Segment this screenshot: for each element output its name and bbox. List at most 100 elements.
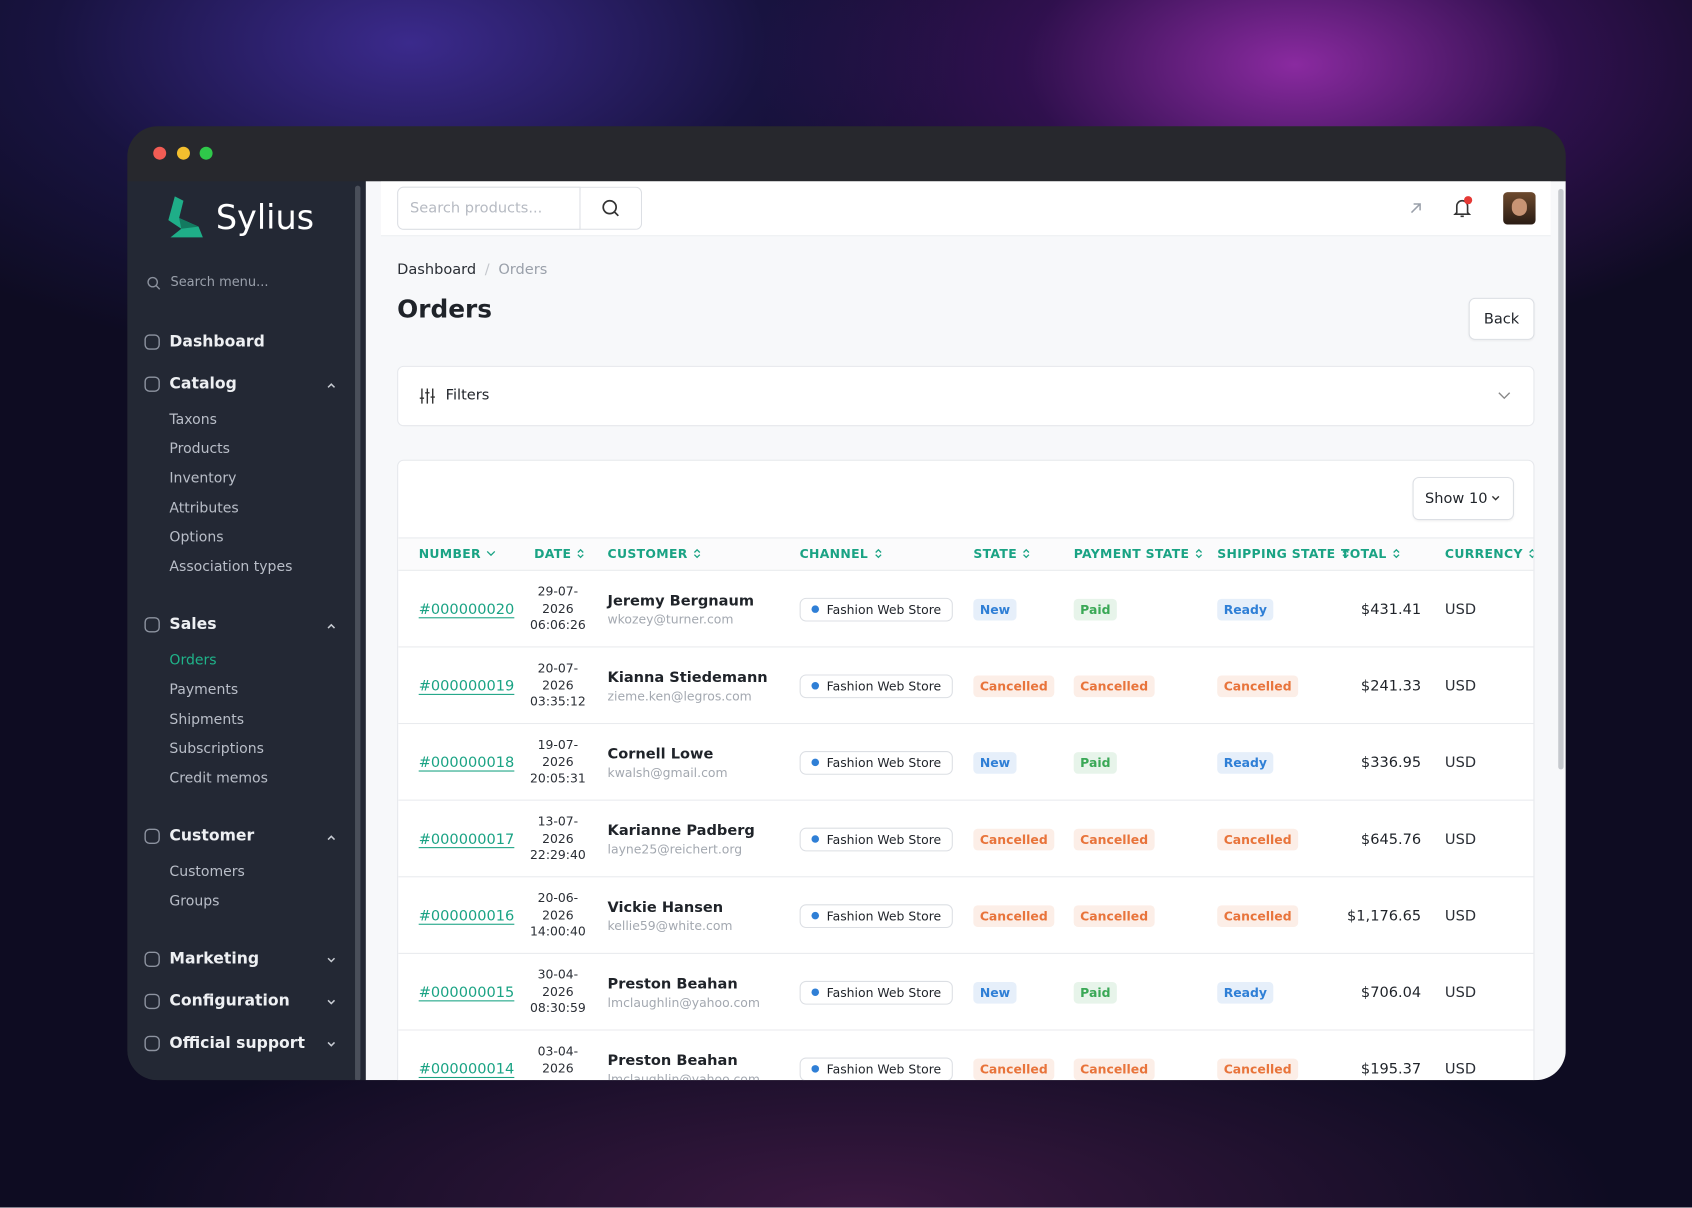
menu-heading[interactable]: Official support (127, 1023, 365, 1065)
order-number[interactable]: #000000016 (418, 906, 515, 925)
menu-item[interactable]: Payments (169, 682, 239, 699)
column-header[interactable]: PAYMENT STATE (1074, 537, 1205, 569)
state-cell: New (973, 724, 1017, 801)
sidebar-scrollbar[interactable] (355, 185, 361, 1081)
date: 19-07-2026 (537, 736, 579, 770)
menu-item[interactable]: Attributes (169, 500, 239, 517)
menu-item[interactable]: Association types (169, 559, 293, 576)
column-header[interactable]: CHANNEL (800, 537, 884, 569)
icon-shape (144, 828, 160, 845)
menu-item[interactable]: Orders (169, 652, 217, 669)
avatar[interactable] (1503, 192, 1536, 225)
filters-icon (419, 388, 435, 404)
channel-cell: Fashion Web Store (799, 724, 954, 801)
menu-item[interactable]: Shipments (169, 711, 245, 728)
sort-path (694, 548, 701, 559)
payment-cell: Cancelled (1073, 877, 1155, 954)
order-number[interactable]: #000000018 (418, 753, 515, 772)
menu-item[interactable]: Options (169, 529, 224, 547)
main-scrollbar[interactable] (1558, 188, 1564, 770)
column-header[interactable]: CUSTOMER (608, 537, 703, 569)
number-cell: #000000017 (419, 801, 515, 878)
menu-item[interactable]: Taxons (169, 411, 217, 428)
channel-name: Fashion Web Store (826, 678, 942, 694)
column-header[interactable]: TOTAL (1341, 537, 1402, 569)
logo-mark (168, 196, 203, 238)
minimize-dot[interactable] (176, 146, 190, 160)
channel-name: Fashion Web Store (826, 908, 942, 924)
order-number[interactable]: #000000019 (418, 677, 515, 695)
column-header[interactable]: NUMBER (419, 537, 496, 569)
search-button[interactable] (580, 186, 643, 230)
menu-search[interactable]: Search menu... (170, 274, 269, 290)
date-cell: 19-07-2026 20:05:31 (521, 724, 594, 801)
icon-shape (144, 617, 160, 633)
menu-item[interactable]: Inventory (169, 470, 237, 487)
maximize-dot[interactable] (199, 146, 213, 160)
close-dot[interactable] (153, 146, 167, 160)
menu-chevron (327, 382, 336, 388)
customer-name[interactable]: Vickie Hansen (607, 898, 724, 916)
channel-cell: Fashion Web Store (799, 954, 954, 1031)
menu-item[interactable]: Groups (169, 893, 220, 910)
customer-name[interactable]: Kianna Stiedemann (607, 668, 768, 686)
menu-group: Configuration (127, 980, 365, 1022)
order-number[interactable]: #000000014 (418, 1060, 515, 1078)
notifications-icon[interactable] (1449, 194, 1475, 220)
column-header[interactable]: STATE (973, 537, 1032, 569)
shipping-cell: Ready (1217, 571, 1274, 648)
payment-cell: Paid (1073, 724, 1117, 801)
main: Search products... Dashboard / Orders Or… (365, 181, 1566, 1081)
order-number[interactable]: #000000017 (418, 830, 515, 848)
channel-pill: Fashion Web Store (799, 1056, 954, 1081)
currency: USD (1444, 600, 1477, 618)
menu-item[interactable]: Credit memos (169, 770, 268, 788)
shipping-badge: Ready (1217, 598, 1274, 620)
menu-heading[interactable]: Configuration (127, 980, 365, 1022)
column-header[interactable]: DATE (534, 537, 586, 569)
menu-heading[interactable]: Customer (127, 816, 365, 858)
customer-cell: Preston Beahan lmclaughlin@yahoo.com (608, 1031, 760, 1081)
menu-heading[interactable]: Marketing (127, 938, 365, 980)
menu-item[interactable]: Subscriptions (169, 741, 264, 758)
date-cell: 29-07-2026 06:06:26 (521, 571, 594, 648)
customer-name[interactable]: Jeremy Bergnaum (607, 591, 755, 610)
shipping-cell: Ready (1217, 724, 1274, 801)
breadcrumb-link[interactable]: Dashboard (397, 261, 477, 279)
channel-dot (811, 988, 820, 997)
order-number[interactable]: #000000020 (418, 600, 515, 618)
column-header[interactable]: SHIPPING STATE (1217, 537, 1350, 569)
menu-icon (144, 617, 160, 633)
currency: USD (1444, 677, 1477, 695)
customer-name[interactable]: Preston Beahan (607, 1051, 738, 1069)
date: 03-04-2026 (537, 1043, 579, 1076)
customer-name[interactable]: Cornell Lowe (607, 745, 714, 763)
customer-name[interactable]: Preston Beahan (607, 974, 738, 993)
order-number[interactable]: #000000015 (418, 983, 515, 1001)
menu-heading-label: Sales (169, 616, 217, 634)
time: 08:15:18 (530, 1077, 586, 1080)
payment-cell: Paid (1073, 954, 1117, 1031)
filters-label: Filters (445, 386, 490, 404)
order-row: #000000020 29-07-2026 06:06:26 Jeremy Bergn… (398, 569, 1534, 648)
back-button[interactable]: Back (1468, 297, 1535, 340)
menu-item[interactable]: Products (169, 441, 231, 458)
menu-icon (144, 376, 160, 392)
menu-heading[interactable]: Catalog (127, 363, 365, 405)
time: 03:35:12 (530, 694, 586, 710)
show-button[interactable]: Show 10 (1412, 476, 1514, 521)
column-header[interactable]: CURRENCY (1445, 537, 1534, 569)
menu-heading[interactable]: Dashboard (127, 321, 365, 363)
external-link-icon[interactable] (1407, 200, 1424, 217)
payment-cell: Cancelled (1073, 1031, 1155, 1081)
filters-card[interactable]: Filters (397, 365, 1535, 427)
column-header-label: PAYMENT STATE (1073, 546, 1190, 562)
currency: USD (1444, 906, 1477, 925)
customer-name[interactable]: Karianne Padberg (607, 821, 755, 840)
date: 29-07-2026 (537, 583, 579, 616)
menu-heading[interactable]: Sales (127, 604, 365, 646)
total-cell: $336.95 (1361, 724, 1421, 801)
menu-item[interactable]: Customers (169, 864, 245, 881)
product-search[interactable]: Search products... (397, 186, 581, 230)
